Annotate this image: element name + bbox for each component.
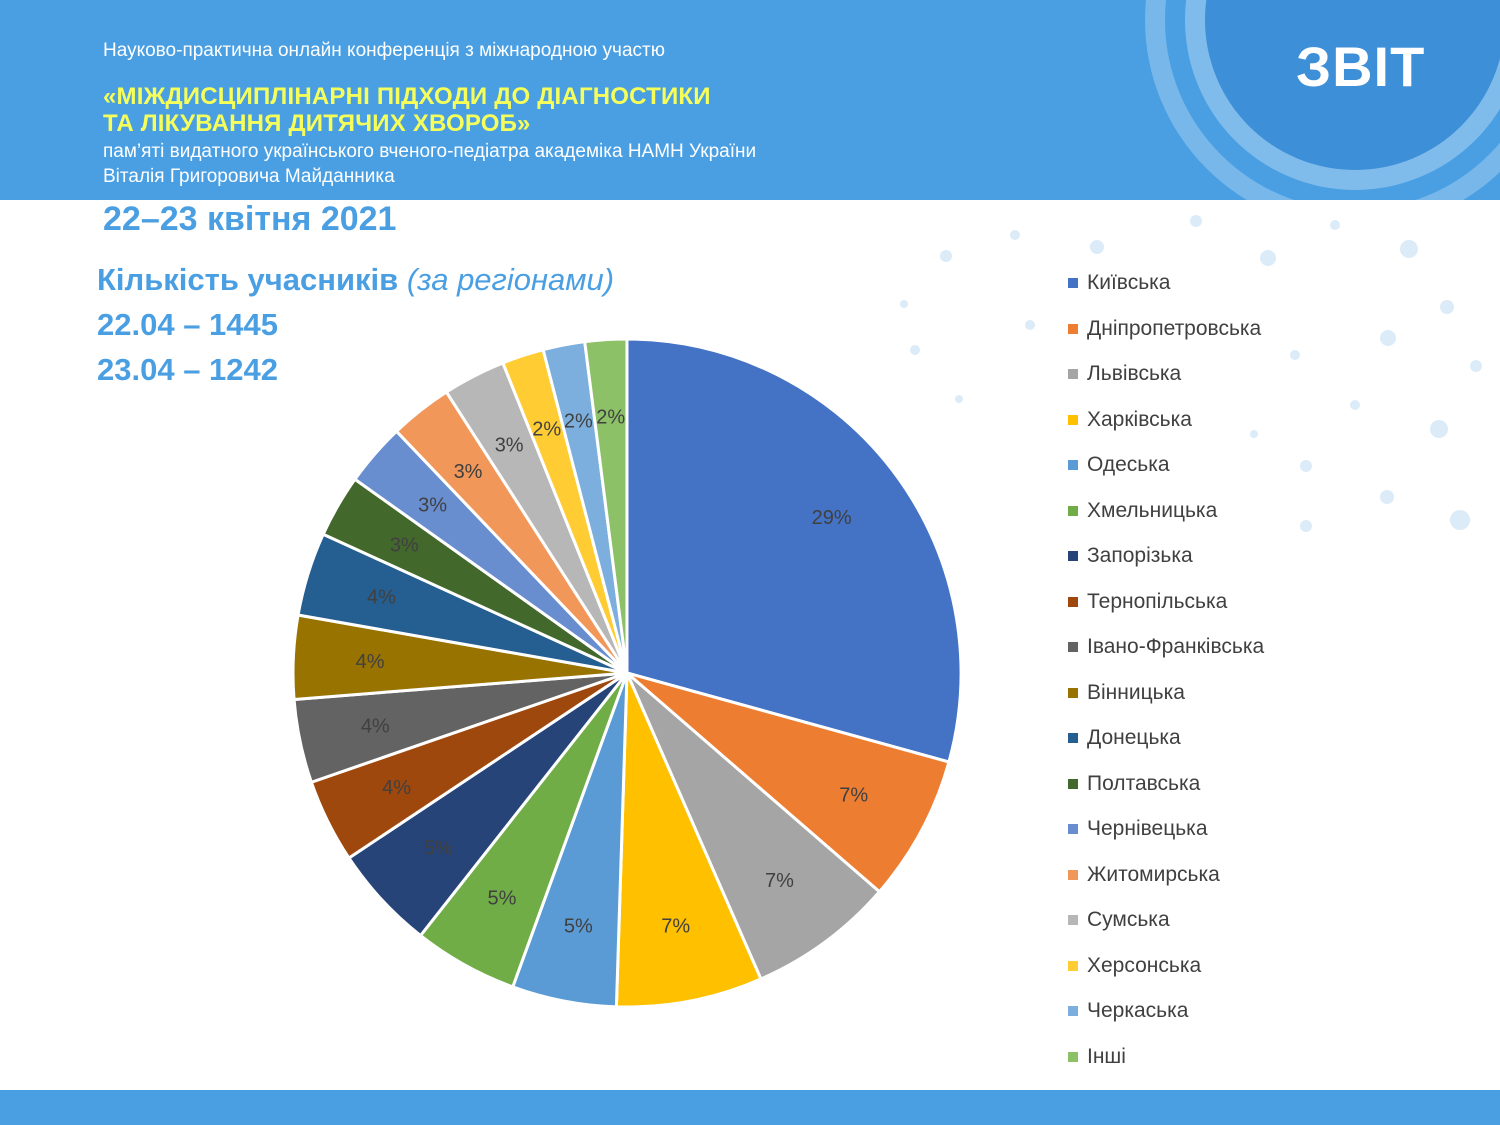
- legend-label: Полтавська: [1087, 771, 1201, 795]
- legend-label: Донецька: [1087, 726, 1181, 749]
- legend-item: Івано-Франківська: [1068, 632, 1264, 662]
- legend-item: Житомирська: [1068, 860, 1220, 890]
- legend-label: Житомирська: [1087, 862, 1220, 886]
- legend-item: Чернівецька: [1068, 814, 1208, 844]
- legend-swatch: [1068, 460, 1078, 470]
- pie-slice: [625, 337, 963, 764]
- legend-item: Херсонська: [1068, 951, 1201, 981]
- participants-day1: 22.04 – 1445: [97, 307, 279, 342]
- conference-title-line1: «МІЖДИСЦИПЛІНАРНІ ПІДХОДИ ДО ДІАГНОСТИКИ: [103, 83, 711, 110]
- conference-type: Науково-практична онлайн конференція з м…: [103, 40, 665, 61]
- legend-item: Черкаська: [1068, 996, 1188, 1026]
- slice-data-label: 29%: [812, 507, 852, 529]
- legend-swatch: [1068, 369, 1078, 379]
- pie-slice: [625, 671, 882, 981]
- legend-item: Запорізька: [1068, 541, 1193, 571]
- legend-item: Одеська: [1068, 450, 1170, 480]
- legend-swatch: [1068, 733, 1078, 743]
- legend-item: Полтавська: [1068, 769, 1200, 799]
- legend-swatch: [1068, 915, 1078, 925]
- legend-item: Київська: [1068, 268, 1171, 298]
- legend-swatch: [1068, 960, 1078, 971]
- legend-swatch: [1068, 278, 1078, 288]
- legend-item: Львівська: [1068, 359, 1181, 389]
- conference-dates: 22–23 квітня 2021: [103, 200, 397, 238]
- legend-label: Одеська: [1087, 453, 1170, 476]
- legend-swatch: [1068, 778, 1078, 789]
- legend-label: Дніпропетровська: [1087, 316, 1262, 340]
- slice-data-label: 5%: [488, 888, 517, 910]
- report-label: ЗВІТ: [1296, 35, 1426, 98]
- legend-item: Сумська: [1068, 905, 1170, 935]
- footer-bar: [0, 1090, 1500, 1125]
- legend-item: Дніпропетровська: [1068, 314, 1261, 344]
- slice-data-label: 7%: [765, 870, 794, 892]
- pie-slice: [583, 337, 629, 674]
- legend-swatch: [1068, 824, 1078, 834]
- pie-slice: [626, 671, 951, 894]
- slice-data-label: 2%: [596, 406, 625, 428]
- legend-swatch: [1068, 642, 1078, 652]
- legend-swatch: [1068, 505, 1078, 516]
- slice-data-label: 4%: [361, 716, 390, 738]
- slice-data-label: 3%: [454, 461, 483, 483]
- legend-label: Хмельницька: [1087, 498, 1218, 522]
- slice-data-label: 5%: [424, 837, 453, 859]
- legend-label: Інші: [1087, 1044, 1126, 1068]
- legend-swatch: [1068, 551, 1078, 561]
- legend-label: Черкаська: [1087, 999, 1189, 1022]
- slice-data-label: 2%: [532, 419, 561, 441]
- legend-item: Тернопільська: [1068, 587, 1227, 617]
- slice-data-label: 7%: [661, 916, 690, 938]
- chart-title-main: Кількість учасників: [97, 262, 399, 297]
- slice-data-label: 3%: [418, 495, 447, 517]
- legend-label: Харківська: [1087, 407, 1192, 431]
- legend-label: Вінницька: [1087, 680, 1185, 704]
- legend-label: Тернопільська: [1087, 589, 1228, 613]
- legend-label: Львівська: [1087, 362, 1182, 385]
- slice-data-label: 4%: [382, 777, 411, 799]
- legend-label: Херсонська: [1087, 953, 1202, 977]
- conference-title-line2: ТА ЛІКУВАННЯ ДИТЯЧИХ ХВОРОБ»: [103, 110, 531, 137]
- slice-data-label: 3%: [390, 534, 419, 556]
- header-banner: Науково-практична онлайн конференція з м…: [0, 0, 1500, 200]
- legend-label: Київська: [1087, 271, 1171, 294]
- legend-swatch: [1068, 869, 1078, 880]
- chart-title-note: (за регіонами): [406, 262, 615, 297]
- slice-data-label: 7%: [839, 784, 868, 806]
- conference-dedication-line1: пам’яті видатного українського вченого-п…: [103, 141, 757, 162]
- legend-item: Інші: [1068, 1042, 1126, 1072]
- legend-swatch: [1068, 1051, 1078, 1062]
- slice-data-label: 4%: [367, 587, 396, 609]
- slice-data-label: 2%: [564, 410, 593, 432]
- legend-item: Хмельницька: [1068, 496, 1217, 526]
- legend-swatch: [1068, 596, 1078, 607]
- participants-day2: 23.04 – 1242: [97, 352, 279, 387]
- legend-swatch: [1068, 414, 1078, 425]
- pie-slice: [614, 672, 763, 1009]
- legend-item: Донецька: [1068, 723, 1181, 753]
- legend-label: Івано-Франківська: [1087, 635, 1265, 658]
- conference-dedication-line2: Віталія Григоровича Майданника: [103, 166, 395, 187]
- legend-swatch: [1068, 1006, 1078, 1016]
- chart-title: Кількість учасників (за регіонами): [97, 262, 614, 298]
- legend-label: Сумська: [1087, 908, 1170, 931]
- legend-item: Вінницька: [1068, 678, 1185, 708]
- slice-data-label: 3%: [495, 434, 524, 456]
- legend-item: Харківська: [1068, 405, 1192, 435]
- legend-swatch: [1068, 687, 1078, 698]
- legend-swatch: [1068, 323, 1078, 334]
- slice-data-label: 4%: [356, 651, 385, 673]
- slice-data-label: 5%: [564, 916, 593, 938]
- legend-label: Запорізька: [1087, 544, 1193, 567]
- legend-label: Чернівецька: [1087, 817, 1208, 840]
